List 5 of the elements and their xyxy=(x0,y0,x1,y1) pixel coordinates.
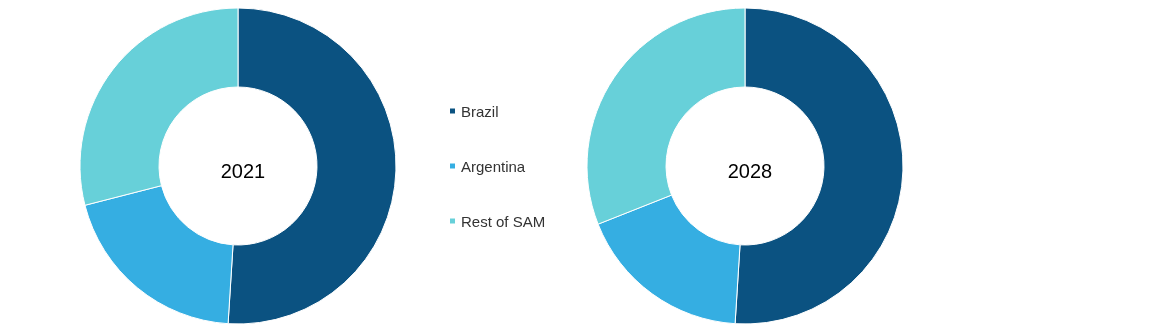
legend-label: Rest of SAM xyxy=(461,212,546,230)
legend-label: Argentina xyxy=(461,157,526,175)
text: 2021 xyxy=(220,160,266,182)
text: 2028 xyxy=(727,160,773,182)
legend-label: Brazil xyxy=(461,102,499,120)
